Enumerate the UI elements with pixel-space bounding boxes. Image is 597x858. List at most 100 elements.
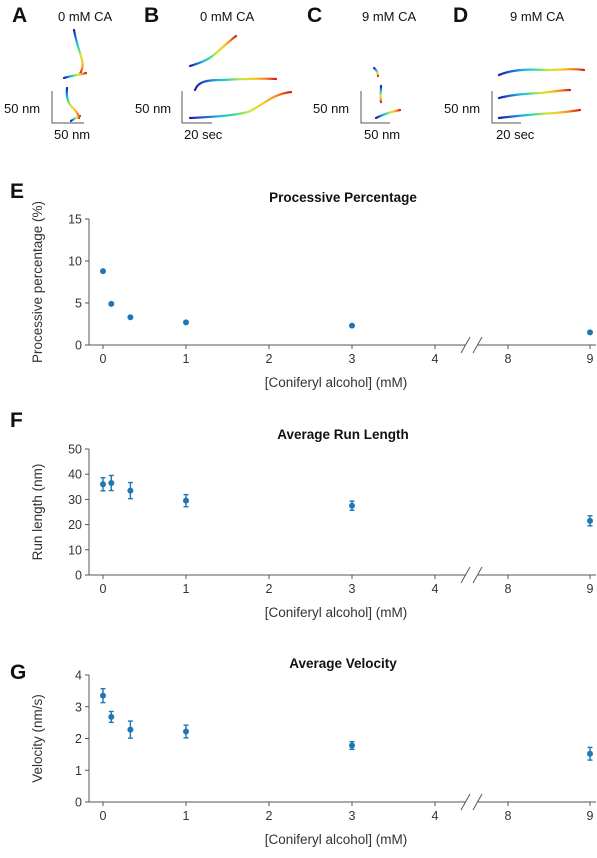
panel-a-scale-x: 50 nm [54,127,90,142]
panel-b: B 0 mM CA 50 nm 20 sec [135,4,293,142]
data-point [587,750,593,757]
y-axis-label: Velocity (nm/s) [30,694,45,783]
chart-e-panel-label: E [10,180,24,203]
data-point [349,742,355,749]
panel-b-title: 0 mM CA [200,9,255,24]
panel-d-scale-x: 20 sec [496,127,535,142]
data-point [127,314,134,321]
x-tick-label: 1 [183,582,190,596]
panel-a-scale-y: 50 nm [4,101,40,116]
x-axis-label: [Coniferyl alcohol] (mM) [265,375,408,390]
x-tick-label: 0 [100,582,107,596]
data-point [100,481,106,488]
panel-c-trace-1 [372,66,380,78]
panel-a-label: A [12,4,27,27]
axis-break-mark [472,336,483,354]
y-tick-label: 2 [75,732,82,746]
panel-d-trace-2 [497,88,572,100]
axis-break-mark [460,566,471,584]
chart-f-panel-label: F [10,409,23,432]
axis-break-mark [472,566,483,584]
chart-f: F Average Run Length 0 10 20 30 40 50 0 1 2 3 4 8 9 [Co… [10,409,596,620]
y-axis-label: Run length (nm) [30,464,45,561]
x-tick-label: 1 [183,809,190,823]
y-tick-label: 0 [75,339,82,353]
panel-b-scale-y: 50 nm [135,101,171,116]
axis-break-mark [460,336,471,354]
panel-b-trace-1 [188,34,238,68]
panel-c-title: 9 mM CA [362,9,417,24]
y-tick-label: 3 [75,700,82,714]
panel-b-scale-x: 20 sec [184,127,223,142]
chart-g: G Average Velocity 0 1 2 3 4 0 1 2 3 4 8 9 [Coniferyl … [10,656,596,847]
chart-g-panel-label: G [10,661,26,684]
panel-d-label: D [453,4,468,27]
x-tick-label: 2 [266,352,273,366]
y-tick-label: 30 [68,493,82,507]
chart-title: Average Run Length [277,427,409,442]
x-tick-label: 3 [349,352,356,366]
x-tick-label: 3 [349,809,356,823]
y-tick-label: 15 [68,213,82,227]
panel-c: C 9 mM CA 50 nm 50 nm [307,4,417,142]
data-point [127,726,134,733]
data-point [127,487,134,494]
panel-c-trace-3 [374,108,402,120]
x-tick-label: 4 [432,809,439,823]
y-tick-label: 10 [68,543,82,557]
x-tick-label: 3 [349,582,356,596]
data-point [108,480,115,487]
panel-b-trace-2 [193,77,278,92]
panel-a-trace-2 [62,71,88,80]
x-tick-label: 9 [587,582,594,596]
panel-c-scale-x: 50 nm [364,127,400,142]
y-tick-label: 20 [68,518,82,532]
data-point [349,502,355,509]
y-tick-label: 0 [75,796,82,810]
x-axis-label: [Coniferyl alcohol] (mM) [265,605,408,620]
panel-c-scale-bar [360,91,390,124]
panel-d-scale-bar [491,91,521,124]
data-point [183,319,189,326]
x-tick-label: 4 [432,352,439,366]
y-tick-label: 10 [68,255,82,269]
panel-d-trace-3 [497,108,582,120]
y-tick-label: 40 [68,468,82,482]
x-tick-label: 1 [183,352,190,366]
data-point [349,322,355,329]
x-tick-label: 8 [505,809,512,823]
y-tick-label: 5 [75,297,82,311]
panel-a: A 0 mM CA 50 nm 50 nm [4,4,113,142]
panel-c-scale-y: 50 nm [313,101,349,116]
panel-d-scale-y: 50 nm [444,101,480,116]
data-point [108,300,115,307]
data-point [183,497,189,504]
panel-b-scale-bar [181,91,212,124]
panel-a-title: 0 mM CA [58,9,113,24]
data-point [100,692,106,699]
data-point [183,728,189,735]
chart-title: Processive Percentage [269,190,417,205]
x-tick-label: 4 [432,582,439,596]
y-tick-label: 50 [68,443,82,457]
panel-b-label: B [144,4,159,27]
chart-title: Average Velocity [289,656,397,671]
axis-break-mark [472,793,483,811]
panel-a-trace-1 [72,28,84,76]
data-point [100,268,106,275]
y-tick-label: 4 [75,669,82,683]
data-point [587,329,593,336]
panel-a-scale-bar [51,91,84,124]
x-tick-label: 0 [100,809,107,823]
panel-b-trace-3 [188,90,293,120]
x-tick-label: 9 [587,809,594,823]
panel-c-label: C [307,4,322,27]
panel-d-trace-1 [497,68,586,77]
x-tick-label: 9 [587,352,594,366]
axis-break-mark [460,793,471,811]
data-point [587,517,593,524]
panel-d-title: 9 mM CA [510,9,565,24]
y-axis-label: Processive percentage (%) [30,201,45,363]
y-tick-label: 0 [75,569,82,583]
